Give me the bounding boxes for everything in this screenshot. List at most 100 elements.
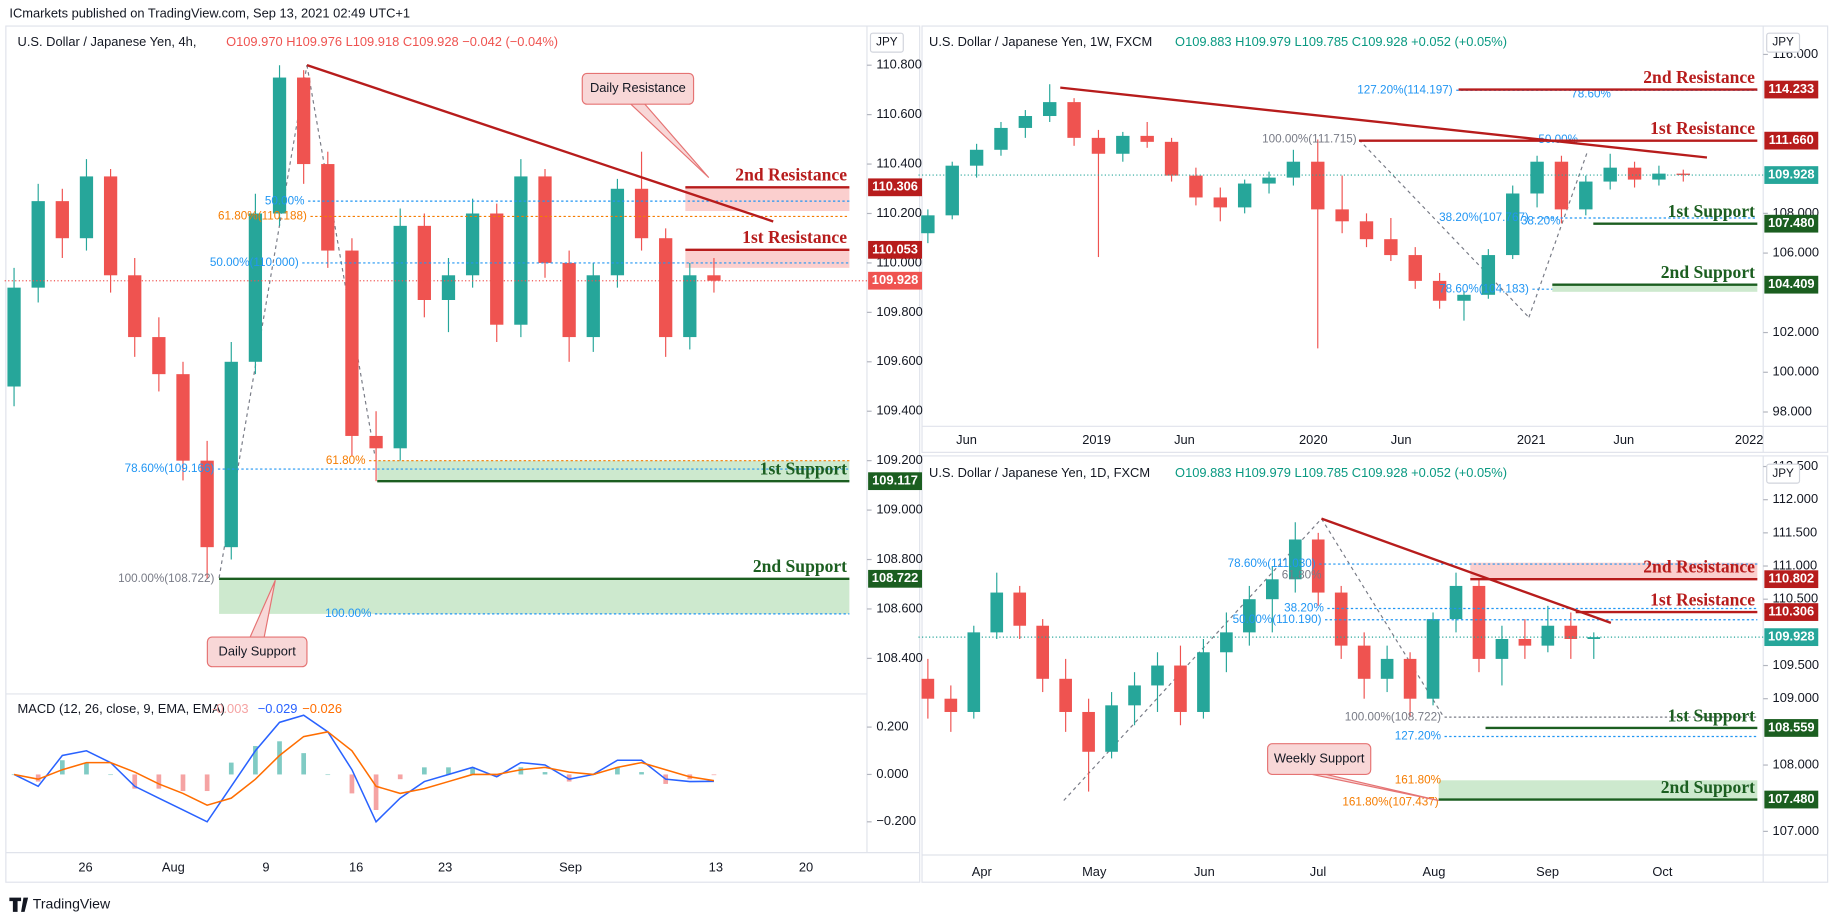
y-tick-label: 112.000 — [1773, 491, 1819, 506]
level-name: 2nd Support — [1661, 777, 1755, 797]
level-zone — [685, 249, 850, 268]
candle-body — [1243, 599, 1256, 633]
macd-histogram-bar — [518, 767, 524, 775]
level-tag — [1764, 131, 1819, 150]
candle-body — [944, 698, 958, 712]
candle-body — [176, 374, 190, 461]
x-tick-label: Oct — [1652, 864, 1672, 879]
fib-label: 78.60%(111.030) — [1228, 557, 1316, 570]
trend-line — [1321, 517, 1612, 624]
candle-body — [1197, 652, 1210, 712]
fib-label: 127.20% — [1395, 730, 1442, 743]
candle-body — [1384, 239, 1398, 256]
candle-body — [1151, 665, 1164, 686]
candle-body — [7, 287, 21, 387]
candle-body — [1043, 102, 1057, 117]
level-tag-label: 114.233 — [1768, 81, 1814, 96]
macd-histogram-bar — [108, 774, 113, 776]
fib-connector — [1358, 139, 1530, 318]
header: ICmarkets published on TradingView.com, … — [9, 6, 410, 21]
fib-label: 61.80% — [326, 454, 366, 467]
macd-histogram-bar — [253, 746, 258, 775]
panel-title: U.S. Dollar / Japanese Yen, 1W, FXCM — [929, 34, 1152, 49]
x-tick-label: May — [1082, 864, 1107, 879]
macd-y-tick-label: 0.200 — [876, 718, 908, 733]
candle-body — [538, 176, 552, 263]
candle-body — [1059, 678, 1072, 712]
macd-histogram-bar — [204, 774, 210, 792]
fib-label: 100.00% — [325, 607, 372, 620]
level-tag — [1764, 603, 1819, 621]
candle-body — [1457, 294, 1471, 301]
callout-pointer — [1312, 773, 1439, 802]
y-tick-label: 110.400 — [876, 155, 922, 170]
macd-histogram-bar — [349, 774, 355, 794]
y-tick-label: 109.000 — [876, 501, 923, 516]
candle-body — [1265, 579, 1279, 600]
y-tick-label: 102.000 — [1773, 324, 1820, 339]
trend-line — [1060, 86, 1708, 159]
macd-histogram-bar — [277, 741, 282, 775]
x-tick-label: 23 — [438, 859, 452, 874]
candle-body — [31, 201, 45, 288]
level-tag-label: 109.117 — [872, 473, 918, 488]
level-zone — [1552, 284, 1758, 292]
macd-histogram-bar — [470, 767, 475, 775]
level-name: 1st Resistance — [1650, 589, 1755, 609]
y-tick-label: 111.500 — [1773, 524, 1818, 539]
y-tick-label: 110.200 — [876, 205, 922, 220]
level-name: 1st Support — [760, 458, 847, 478]
current-price-tag — [1764, 628, 1819, 647]
level-name: 2nd Resistance — [735, 165, 847, 185]
fib-connector — [1063, 518, 1322, 801]
candle-body — [610, 188, 625, 276]
candle-body — [1174, 665, 1187, 712]
candle-body — [55, 201, 69, 239]
candle-body — [1018, 116, 1033, 128]
level-tag-label: 104.409 — [1768, 276, 1815, 291]
current-price-tag — [1764, 166, 1819, 184]
candle-body — [1082, 711, 1095, 752]
level-zone — [219, 578, 850, 614]
x-tick-label: Jun — [1194, 864, 1215, 879]
level-tag-label: 110.802 — [1768, 571, 1814, 586]
panel-title: U.S. Dollar / Japanese Yen, 1D, FXCM — [929, 465, 1150, 480]
macd-histogram-bar — [35, 774, 41, 782]
macd-histogram-bar — [421, 767, 427, 775]
candle-body — [1426, 619, 1440, 699]
x-tick-label: Sep — [559, 859, 582, 874]
current-price-tag — [868, 271, 923, 290]
level-tag — [1764, 570, 1819, 589]
x-tick-label: Aug — [162, 859, 185, 874]
y-tick-label: 108.000 — [1773, 756, 1820, 771]
macd-histogram-bar — [494, 774, 500, 777]
callout-pointer — [249, 580, 276, 638]
candle-body — [393, 225, 407, 449]
candle-body — [224, 361, 238, 548]
level-tag — [1764, 275, 1819, 294]
fib-label: 100.00%(108.722) — [118, 572, 214, 585]
macd-histogram-bar — [446, 767, 451, 775]
y-tick-label: 108.600 — [876, 600, 923, 615]
candle-body — [272, 77, 287, 214]
fib-label: 61.80% — [1282, 568, 1322, 581]
logo — [9, 897, 29, 912]
ohlc: O109.883 H109.979 L109.785 C109.928 +0.0… — [1175, 34, 1507, 49]
candle-body — [562, 262, 576, 338]
candle-body — [490, 213, 504, 325]
x-tick-label: Jun — [1174, 432, 1195, 447]
level-tag — [1764, 214, 1819, 233]
fib-label: 161.80%(107.437) — [1342, 795, 1438, 808]
y-tick-label: 98.000 — [1773, 403, 1812, 418]
macd-histogram-bar — [180, 774, 186, 792]
candle-body — [1554, 161, 1569, 210]
candle-body — [79, 176, 94, 239]
y-tick-label: 111.000 — [1773, 557, 1818, 572]
callout-text: Daily Resistance — [590, 80, 686, 95]
fib-label: 127.20%(114.197) — [1357, 83, 1453, 96]
candle-body — [1530, 161, 1544, 194]
callout-box — [1267, 743, 1372, 776]
candle-body — [1335, 209, 1349, 222]
macd-histogram-bar — [132, 774, 138, 789]
candle-body — [1288, 539, 1302, 580]
